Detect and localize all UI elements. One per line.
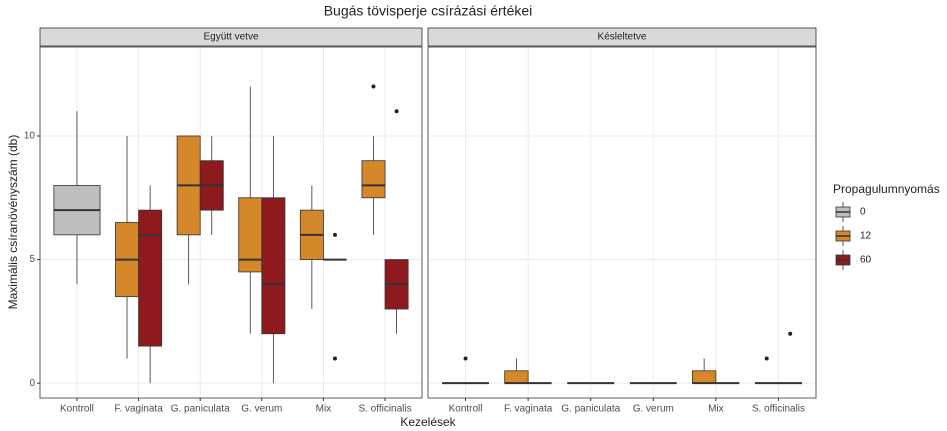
x-tick-label: G. verum (241, 404, 282, 415)
chart-title: Bugás tövisperje csírázási értékei (324, 3, 533, 19)
outlier (371, 84, 376, 89)
panel (428, 47, 816, 398)
strip (39, 27, 423, 47)
box (361, 160, 386, 199)
outlier (332, 356, 337, 361)
outlier (788, 331, 793, 336)
x-tick-label: G. paniculata (561, 404, 620, 415)
x-tick-label: S. officinalis (358, 404, 411, 415)
y-tick-label: 5 (29, 254, 35, 265)
strip-title: Együtt vetve (203, 32, 258, 43)
legend-label: 0 (860, 207, 866, 218)
box (138, 209, 163, 347)
x-tick-label: F. vaginata (114, 404, 163, 415)
panel-border (39, 46, 423, 399)
x-tick-label: Mix (708, 404, 724, 415)
box (504, 370, 529, 384)
box (261, 197, 286, 335)
legend-label: 12 (860, 231, 872, 242)
x-tick-label: F. vaginata (504, 404, 553, 415)
x-tick-label: Mix (316, 404, 332, 415)
outlier (394, 109, 399, 114)
x-tick-label: S. officinalis (752, 404, 805, 415)
x-tick-label: Kontroll (60, 404, 94, 415)
outlier (463, 356, 468, 361)
x-tick-label: G. verum (633, 404, 674, 415)
box (692, 370, 717, 384)
legend-label: 60 (860, 255, 872, 266)
y-axis-label: Maximális csíranövényszám (db) (6, 135, 20, 310)
x-axis-label: Kezelések (400, 415, 456, 429)
x-tick-label: Kontroll (449, 404, 483, 415)
y-tick-label: 10 (24, 131, 36, 142)
box (238, 197, 263, 273)
x-tick-label: G. paniculata (171, 404, 230, 415)
outlier (332, 232, 337, 237)
strip-title: Késleltetve (598, 32, 647, 43)
outlier (764, 356, 769, 361)
strip (427, 27, 817, 47)
panel (40, 47, 422, 398)
legend-title: Propagulumnyomás (833, 182, 940, 196)
y-tick-label: 0 (29, 378, 35, 389)
panel-border (427, 46, 817, 399)
